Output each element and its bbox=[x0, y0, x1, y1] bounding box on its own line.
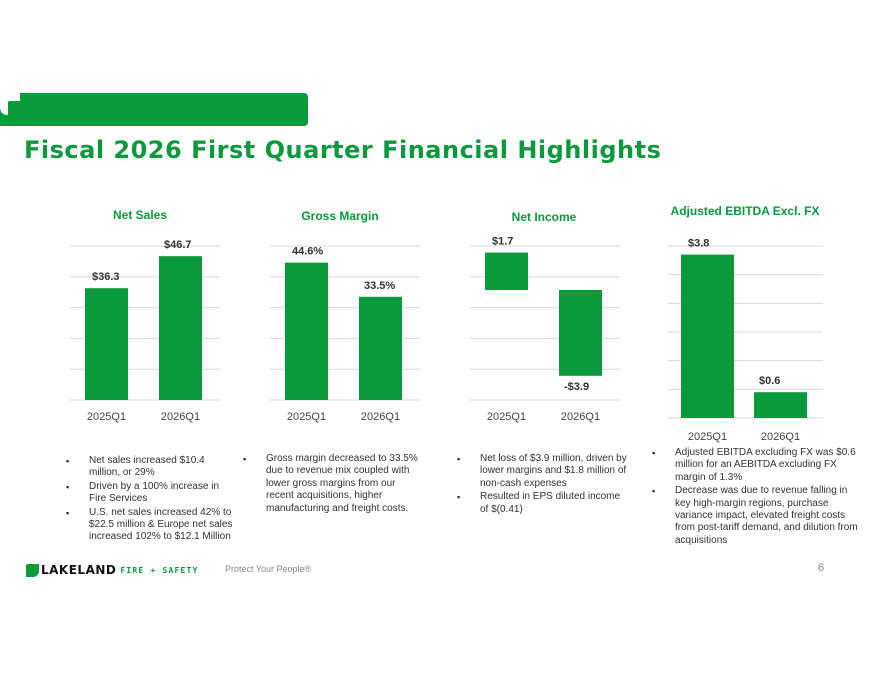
bullet-item: Net sales increased $10.4 million, or 29… bbox=[66, 455, 238, 480]
bar bbox=[681, 254, 734, 418]
page-title: Fiscal 2026 First Quarter Financial High… bbox=[24, 136, 662, 164]
data-label: $0.6 bbox=[759, 375, 780, 387]
data-label: 33.5% bbox=[364, 280, 395, 292]
gross-margin-chart: 44.6% 2025Q1 33.5% 2026Q1 bbox=[270, 245, 420, 423]
data-label: -$3.9 bbox=[564, 381, 589, 393]
tick-label: 2026Q1 bbox=[361, 411, 400, 423]
header-bar bbox=[0, 93, 308, 126]
bullet-item: Driven by a 100% increase in Fire Servic… bbox=[66, 481, 238, 506]
tick-label: 2026Q1 bbox=[161, 411, 200, 423]
chart-title-net-income: Net Income bbox=[511, 210, 577, 224]
logo-text: LAKELAND bbox=[41, 563, 117, 577]
bullet-item: U.S. net sales increased 42% to $22.5 mi… bbox=[66, 507, 238, 544]
logo-mark-icon bbox=[26, 563, 39, 577]
bullet-item: Adjusted EBITDA excluding FX was $0.6 mi… bbox=[652, 447, 864, 484]
net-sales-bullets: Net sales increased $10.4 million, or 29… bbox=[66, 455, 238, 545]
tick-label: 2025Q1 bbox=[287, 411, 326, 423]
chart-title-gross-margin: Gross Margin bbox=[301, 209, 379, 223]
net-income-bullets: Net loss of $3.9 million, driven by lowe… bbox=[457, 453, 627, 517]
bar bbox=[485, 252, 528, 290]
adjusted-ebitda-chart: $3.8 2025Q1 $0.6 2026Q1 bbox=[668, 238, 823, 443]
bar bbox=[159, 256, 202, 400]
tick-label: 2026Q1 bbox=[561, 411, 600, 423]
bar bbox=[359, 296, 402, 400]
chart-title-net-sales: Net Sales bbox=[112, 208, 168, 222]
tick-label: 2026Q1 bbox=[761, 431, 800, 443]
chart-title-adjusted-ebitda: Adjusted EBITDA Excl. FX bbox=[670, 204, 820, 218]
tick-label: 2025Q1 bbox=[487, 411, 526, 423]
data-label: $36.3 bbox=[92, 271, 120, 283]
net-income-chart: $1.7 2025Q1 -$3.9 2026Q1 bbox=[470, 236, 620, 423]
net-sales-chart: $36.3 2025Q1 $46.7 2026Q1 bbox=[70, 239, 220, 423]
tick-label: 2025Q1 bbox=[688, 431, 727, 443]
gross-margin-bullets: Gross margin decreased to 33.5% due to r… bbox=[243, 453, 423, 516]
data-label: 44.6% bbox=[292, 246, 323, 258]
data-label: $46.7 bbox=[164, 239, 192, 251]
bullet-item: Decrease was due to revenue falling in k… bbox=[652, 485, 864, 547]
bullet-item: Resulted in EPS diluted income of $(0.41… bbox=[457, 491, 627, 516]
data-label: $3.8 bbox=[688, 238, 709, 250]
leaf-icon bbox=[0, 93, 20, 115]
logo-subtitle: FIRE + SAFETY bbox=[120, 565, 199, 575]
bar bbox=[285, 262, 328, 400]
bar bbox=[559, 290, 602, 376]
data-label: $1.7 bbox=[492, 236, 513, 248]
bar bbox=[754, 392, 807, 418]
page-number: 6 bbox=[818, 562, 825, 574]
tagline: Protect Your People® bbox=[225, 564, 312, 574]
bar bbox=[85, 288, 128, 400]
tick-label: 2025Q1 bbox=[87, 411, 126, 423]
bullet-item: Gross margin decreased to 33.5% due to r… bbox=[243, 453, 423, 515]
company-logo: LAKELAND FIRE + SAFETY bbox=[26, 563, 199, 577]
bullet-item: Net loss of $3.9 million, driven by lowe… bbox=[457, 453, 627, 490]
ebitda-bullets: Adjusted EBITDA excluding FX was $0.6 mi… bbox=[652, 447, 864, 548]
